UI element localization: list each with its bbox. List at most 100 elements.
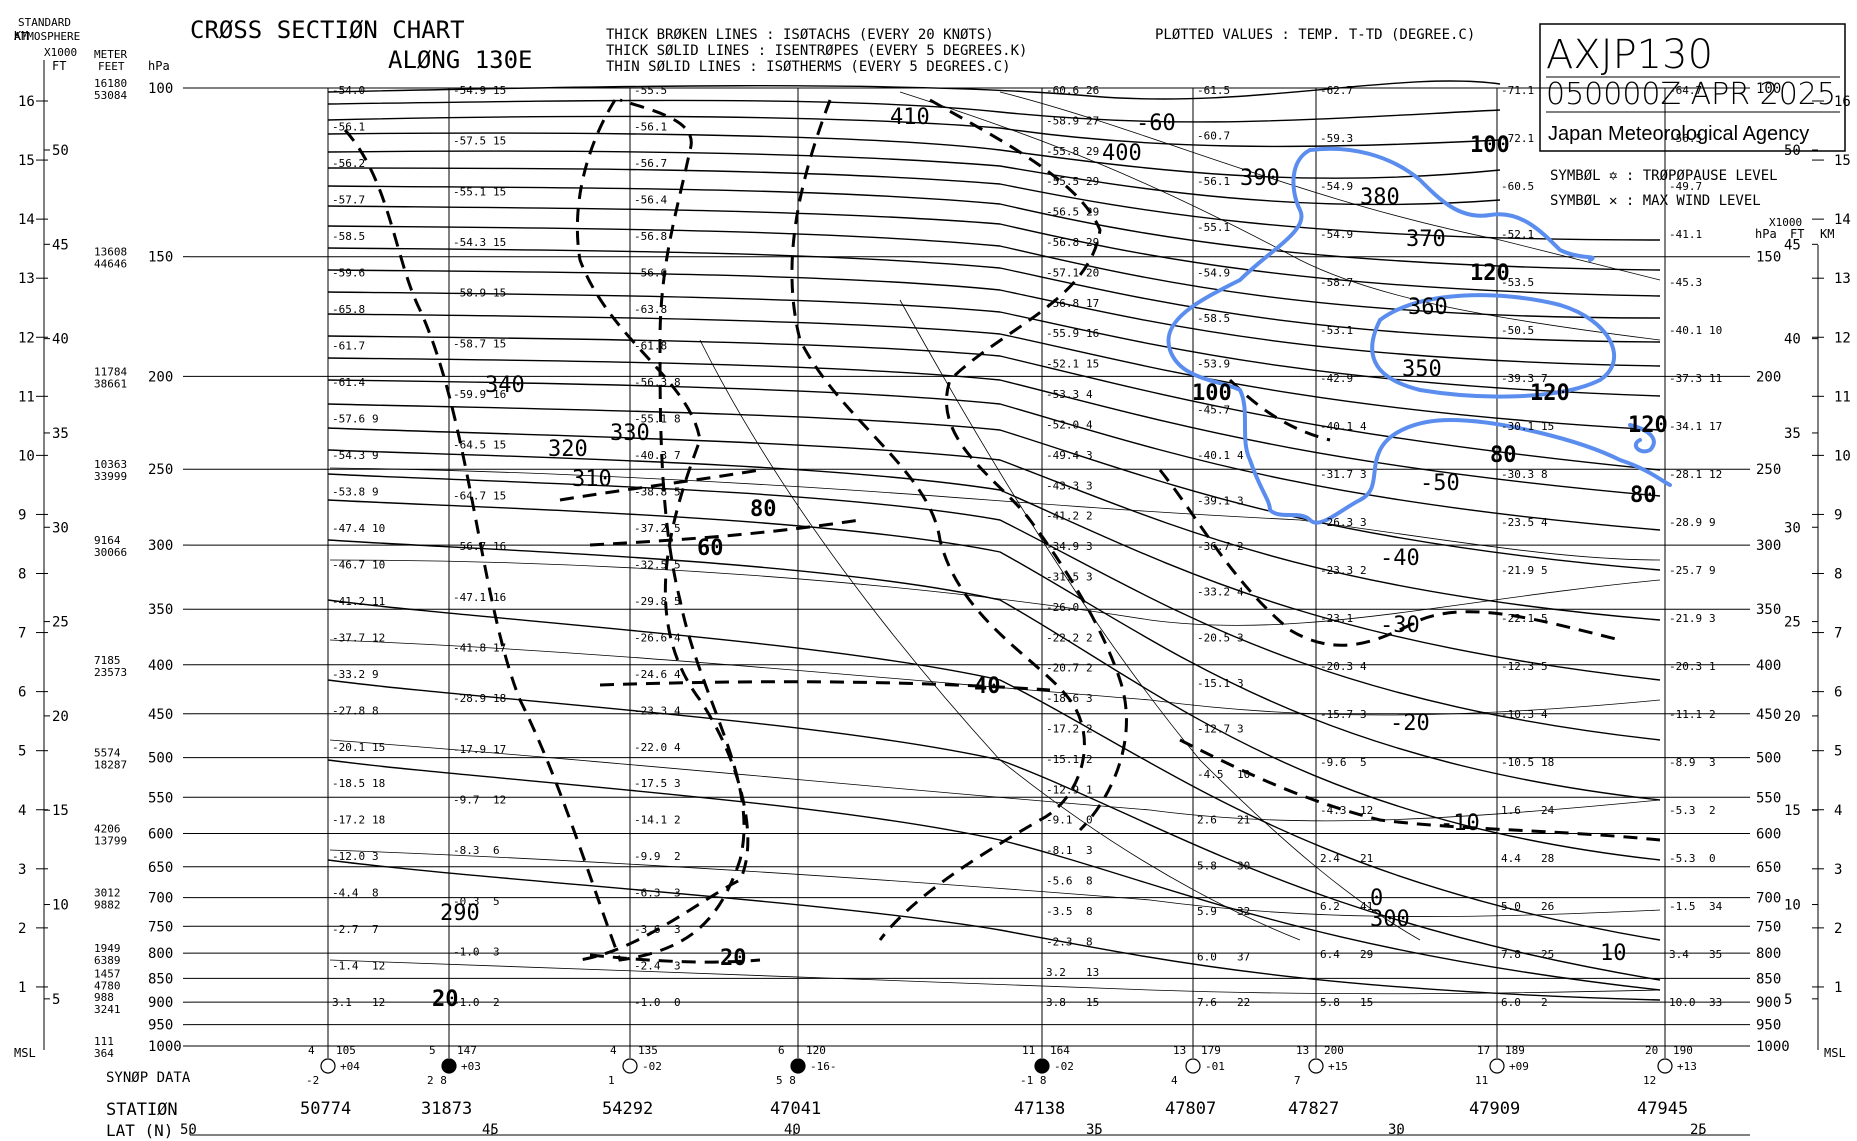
synop-dewpoint: -1 8 [1020,1074,1047,1087]
height-feet-label: 23573 [94,666,127,679]
km-tick-label: 14 [18,212,35,228]
hpa-tick-label: 500 [148,751,173,767]
plotted-depression: 1 [1709,660,1716,673]
plotted-temp: -18.6 [1046,692,1079,705]
plotted-depression: 15 [493,185,506,198]
plotted-depression: 4 [1541,516,1548,529]
plotted-temp: -4.5 [1197,768,1224,781]
plotted-temp: -21.9 [1501,564,1534,577]
plotted-temp: -46.7 [332,558,365,571]
plotted-temp: -20.3 [1320,660,1353,673]
plotted-depression: 3 [674,923,681,936]
plotted-depression: 2 [1541,996,1548,1009]
plotted-depression: 2 [1086,631,1093,644]
plotted-temp: -57.7 [332,193,365,206]
plotted-depression: 2 [1086,662,1093,675]
plotted-depression: 3 [372,850,379,863]
plotted-temp: -56.1 [332,120,365,133]
plotted-depression: 15 [493,337,506,350]
plotted-temp: -55.5 [634,84,667,97]
hpa-tick-label: 700 [148,891,173,907]
plotted-depression: 9 [1709,564,1716,577]
plotted-depression: 37 [1237,951,1250,964]
plotted-temp: 7.8 [1501,948,1521,961]
hpa-tick-label: 150 [148,250,173,266]
ft-tick-label-right: 35 [1784,426,1801,442]
plotted-depression: 4 [674,741,681,754]
height-feet-label: 38661 [94,377,127,390]
plotted-depression: 2 [1709,804,1716,817]
hpa-tick-label: 750 [148,919,173,935]
plotted-temp: -56.8 [634,230,667,243]
station-id: 50774 [300,1099,351,1119]
plotted-temp: -64.5 [453,439,486,452]
ft-tick-label-right: 15 [1784,803,1801,819]
plotted-depression: 17 [1709,420,1722,433]
height-feet-label: 3241 [94,1003,121,1016]
km-tick-label: 11 [18,389,35,405]
plotted-depression: 33 [1709,996,1722,1009]
plotted-depression: 17 [493,641,506,654]
feet-header: FEET [98,60,125,73]
km-tick-label: 6 [18,685,26,701]
plotted-depression: 15 [493,84,506,97]
plotted-temp: -8.1 [1046,844,1073,857]
station-47807: 47807 13 179 -01 4 [1165,1044,1225,1119]
hpa-tick-label: 650 [148,860,173,876]
jet-annotations [1166,146,1672,525]
isentrope-label: 400 [1102,141,1142,166]
plotted-temp: -5.3 [1669,852,1696,865]
plotted-temp: -20.1 [332,741,365,754]
synop-tendency: +09 [1509,1060,1529,1073]
plotted-temp: -17.2 [332,814,365,827]
height-meters-label: 4206 [94,822,121,835]
plotted-temp: -72.1 [1501,132,1534,145]
plotted-temp: -45.7 [1197,403,1230,416]
hpa-tick-label-right: 250 [1756,462,1781,478]
plotted-depression: 3 [1086,540,1093,553]
plotted-temp: -71.1 [1501,84,1534,97]
km-tick-label: 2 [18,921,26,937]
synop-pressure: 164 [1050,1044,1070,1057]
plotted-temp: -39.3 [1501,372,1534,385]
plotted-depression: 29 [1360,948,1373,961]
plotted-depression: 3 [1360,516,1367,529]
plotted-depression: 11 [372,595,385,608]
plotted-temp: 4.4 [1501,852,1521,865]
contour-labels: 410 400 390 380 370 360 350 340 330 320 … [432,105,1668,1012]
jet-outline-annotation [1166,148,1672,525]
isotach-label: 120 [1628,413,1668,438]
hpa-tick-label-right: 350 [1756,602,1781,618]
synop-pressure: 189 [1505,1044,1525,1057]
plotted-temp: 1.6 [1501,804,1521,817]
plotted-temp: 6.0 [1501,996,1521,1009]
station-47827: 47827 13 200 +15 7 [1288,1044,1348,1119]
plotted-depression: 6 [493,844,500,857]
plotted-temp: -56.7 [453,540,486,553]
km-tick-label-right: 12 [1834,330,1851,346]
plotted-temp: -22.0 [634,741,667,754]
symbol-tropopause-legend: SYMBØL ✡ : TRØPØPAUSE LEVEL [1550,168,1778,184]
plotted-temp: -39.1 [1197,494,1230,507]
plotted-temp: 6.4 [1320,948,1340,961]
plotted-temp: -60.7 [1197,130,1230,143]
plotted-temp: -23.1 [1320,612,1353,625]
plotted-temp: -64.7 [1669,84,1702,97]
agency-name: Japan Meteorological Agency [1548,123,1809,145]
plotted-depression: 12 [1360,804,1373,817]
ft-tick-label: 5 [52,992,60,1008]
plotted-temp: -0.3 [453,895,480,908]
plotted-depression: 20 [1086,266,1099,279]
plotted-depression: 3 [1709,612,1716,625]
synop-cloud-cover: 6 [778,1044,785,1057]
hpa-tick-label-right: 900 [1756,995,1781,1011]
plotted-depression: 2 [674,814,681,827]
hpa-tick-label: 450 [148,707,173,723]
km-tick-label: 4 [18,803,26,819]
isotach-label: 100 [1192,381,1232,406]
hpa-tick-label-right: 950 [1756,1018,1781,1034]
synop-station-circle [1034,1058,1050,1074]
height-feet-label: 4780 [94,979,121,992]
km-header: KM [14,29,28,43]
